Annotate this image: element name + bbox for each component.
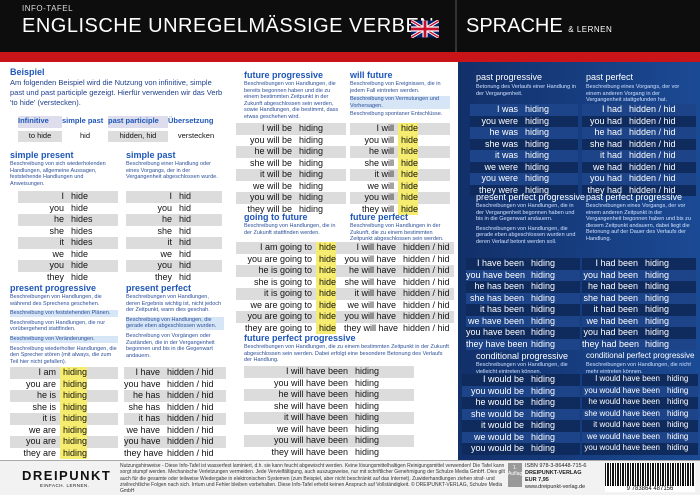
present-progressive-table: I am hiding you are hiding he is hiding she…	[10, 367, 118, 459]
conditional-perfect-progressive-title: conditional perfect progressive	[586, 351, 695, 360]
red-bar	[0, 52, 700, 62]
conditional-progressive-table: I would be hiding you would be hiding he w…	[462, 374, 580, 455]
hdr-translation: Übersetzung	[168, 116, 214, 125]
present-progressive-title: present progressive	[10, 283, 97, 293]
example-title: Beispiel	[10, 67, 45, 77]
footer	[0, 460, 700, 495]
val-infinitive: to hide	[18, 131, 62, 142]
future-perfect-progressive-table: I will have been hiding you will have bee…	[244, 366, 414, 458]
barcode-number: 9 783864 487156	[605, 486, 695, 492]
past-progressive-title: past progressive	[476, 72, 543, 82]
header-tag: INFO-TAFEL	[22, 4, 74, 13]
will-future-table: I will hide you will hide he will hide she …	[350, 123, 450, 215]
brand-title: SPRACHE & LERNEN	[466, 15, 613, 37]
past-perfect-table: I had hidden / hid you had hidden / hid he…	[582, 104, 696, 196]
present-perfect-table: I have hidden / hid you have hidden / hid …	[124, 367, 226, 459]
simple-present-desc: Beschreibung von sich wiederholenden Han…	[10, 161, 106, 187]
future-perfect-table: I will have hidden / hid you will have hid…	[344, 242, 454, 334]
present-perfect-progressive-title: present perfect progressive	[476, 192, 586, 202]
will-future-descs: Beschreibung von Ereignissen, die in jed…	[350, 81, 450, 118]
hdr-simple-past: simple past	[62, 116, 104, 125]
conditional-perfect-progressive-table: I would have been hiding you would have b…	[582, 374, 698, 455]
present-perfect-descs: Beschreibungen von Handlungen, deren Erg…	[126, 294, 224, 359]
future-progressive-desc: Beschreibungen von Handlungen, die berei…	[244, 81, 339, 120]
future-perfect-progressive-desc: Beschreibungen von Handlungen, die zu ei…	[244, 344, 449, 364]
will-future-title: will future	[350, 70, 393, 80]
publisher-slogan: EINFACH. LERNEN.	[40, 483, 90, 488]
simple-present-title: simple present	[10, 150, 74, 160]
past-perfect-desc: Beschreibung eines Vorgangs, der vor ein…	[586, 84, 680, 104]
future-progressive-table: I will be hiding you will be hiding he wil…	[236, 123, 346, 215]
future-progressive-title: future progressive	[244, 70, 324, 80]
going-to-future-table: I am going to hide you are going to hide h…	[236, 242, 348, 334]
page-title: ENGLISCHE UNREGELMÄSSIGE VERBEN	[22, 15, 435, 37]
edition-badge: 1. Auflage	[508, 463, 525, 487]
header-divider	[455, 0, 457, 52]
past-perfect-progressive-table: I had been hiding you had been hiding he h…	[582, 258, 696, 350]
future-perfect-title: future perfect	[350, 212, 409, 222]
simple-past-desc: Beschreibung einer Handlung oder eines V…	[126, 161, 218, 181]
usage-note: Nutzungshinweise - Diese Info-Tafel ist …	[120, 463, 505, 494]
header: INFO-TAFEL ENGLISCHE UNREGELMÄSSIGE VERB…	[0, 0, 700, 52]
conditional-progressive-desc: Beschreibungen von Handlungen, die viell…	[476, 362, 568, 375]
present-perfect-progressive-descs: Beschreibungen von Handlungen, die in de…	[476, 203, 576, 245]
going-to-future-title: going to future	[244, 212, 308, 222]
past-perfect-progressive-title: past perfect progressive	[586, 192, 683, 202]
publisher-logo: DREIPUNKT	[22, 468, 112, 483]
conditional-progressive-title: conditional progressive	[476, 351, 569, 361]
hdr-infinitive: Infinitive	[18, 116, 62, 128]
future-perfect-desc: Beschreibung von Handlungen in der Zukun…	[350, 223, 444, 243]
example-text: Am folgenden Beispiel wird die Nutzung v…	[10, 78, 223, 107]
present-perfect-title: present perfect	[126, 283, 192, 293]
past-perfect-title: past perfect	[586, 72, 634, 82]
conditional-perfect-progressive-desc: Beschreibungen von Handlungen, die nicht…	[586, 362, 691, 375]
hdr-past-participle: past participle	[108, 116, 168, 128]
uk-flag-icon	[411, 20, 439, 38]
going-to-future-desc: Beschreibung von Handlungen, die in der …	[244, 223, 336, 236]
past-progressive-desc: Betonung des Verlaufs einer Handlung in …	[476, 84, 576, 97]
simple-past-title: simple past	[126, 150, 176, 160]
present-progressive-descs: Beschreibungen von Handlungen, die währe…	[10, 294, 118, 365]
example-table: Infinitive simple past past participle Ü…	[18, 116, 224, 142]
past-perfect-progressive-desc: Beschreibungen eines Vorgangs, der vor e…	[586, 203, 691, 242]
val-translation: verstecken	[177, 131, 215, 140]
present-perfect-progressive-table: I have been hiding you have been hiding he…	[466, 258, 580, 350]
val-simple-past: hid	[79, 131, 90, 140]
past-progressive-table: I was hiding you were hiding he was hiding …	[470, 104, 578, 196]
isbn-block: ISBN 978-3-86448-715-6 DREIPUNKT-VERLAG …	[525, 463, 587, 490]
future-perfect-progressive-title: future perfect progressive	[244, 333, 356, 343]
val-past-participle: hidden, hid	[108, 131, 168, 142]
